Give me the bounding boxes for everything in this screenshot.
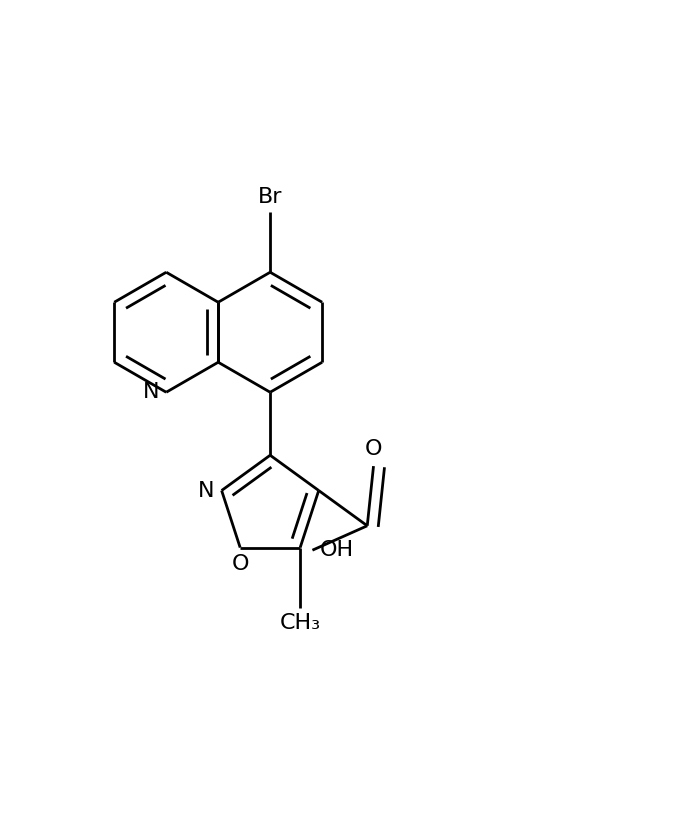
Text: O: O [365, 439, 383, 459]
Text: OH: OH [319, 540, 353, 560]
Text: O: O [232, 554, 249, 574]
Text: N: N [198, 481, 215, 500]
Text: N: N [143, 383, 159, 403]
Text: Br: Br [258, 187, 283, 207]
Text: CH₃: CH₃ [280, 613, 320, 633]
